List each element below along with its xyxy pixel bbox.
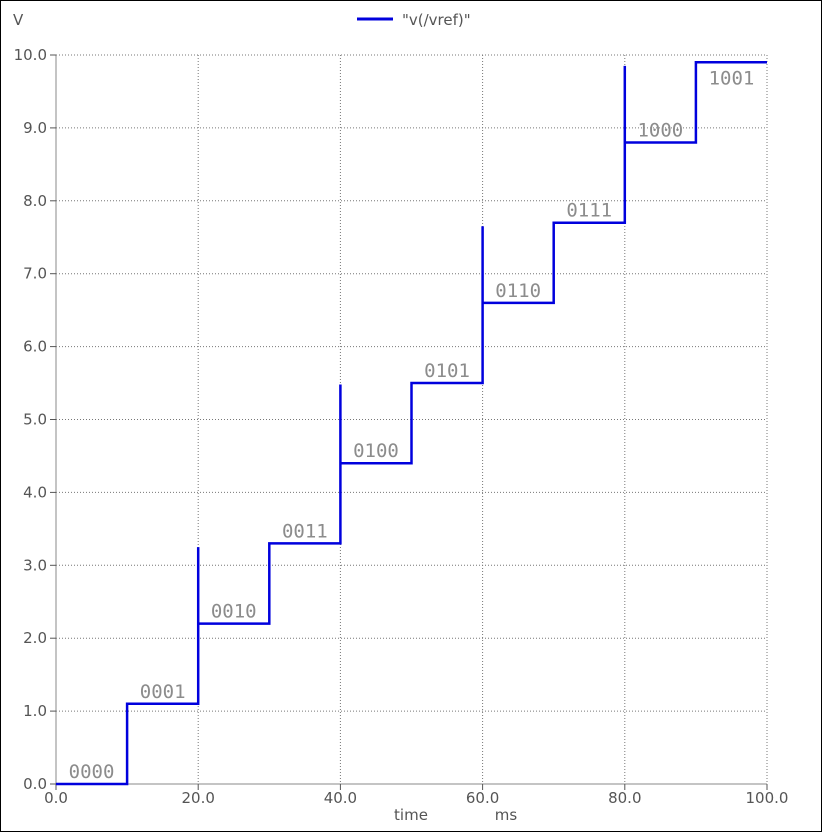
- step-code-label: 1000: [637, 119, 683, 141]
- x-tick-label: 60.0: [466, 789, 499, 807]
- y-tick-label: 1.0: [23, 702, 47, 720]
- annotations: 0000 0001 0010 0011 0100 0101 0110 0111 1000 1001: [69, 67, 755, 783]
- x-tick-label: 0.0: [44, 789, 68, 807]
- legend[interactable]: "v(/vref)": [357, 11, 471, 29]
- x-axis-unit: ms: [495, 806, 518, 824]
- step-code-label: 0001: [140, 681, 186, 703]
- step-code-label: 0110: [495, 280, 541, 302]
- axes: 0.0 1.0 2.0 3.0 4.0 5.0 6.0 7.0 8.0 9.0 10.0 0.0 20.…: [14, 46, 789, 807]
- y-tick-label: 10.0: [14, 46, 47, 64]
- x-tick-label: 20.0: [181, 789, 214, 807]
- y-tick-label: 7.0: [23, 265, 47, 283]
- y-tick-label: 6.0: [23, 338, 47, 356]
- x-tick-label: 100.0: [746, 789, 789, 807]
- step-code-label: 0111: [566, 200, 612, 222]
- x-tick-label: 80.0: [608, 789, 641, 807]
- y-tick-label: 9.0: [23, 119, 47, 137]
- step-code-label: 0000: [69, 761, 115, 783]
- series-layer: [56, 61, 767, 786]
- step-code-label: 0100: [353, 440, 399, 462]
- x-axis-label: time: [394, 806, 428, 824]
- x-tick-label: 40.0: [324, 789, 357, 807]
- y-tick-label: 2.0: [23, 629, 47, 647]
- series-line-vref[interactable]: [56, 61, 767, 786]
- step-code-label: 0101: [424, 360, 470, 382]
- y-tick-label: 3.0: [23, 556, 47, 574]
- y-axis-label: V: [13, 11, 24, 29]
- y-tick-label: 8.0: [23, 192, 47, 210]
- y-tick-label: 5.0: [23, 411, 47, 429]
- step-code-label: 1001: [709, 67, 755, 89]
- legend-label: "v(/vref)": [402, 11, 471, 29]
- step-code-label: 0011: [282, 520, 328, 542]
- step-code-label: 0010: [211, 601, 257, 623]
- y-tick-label: 4.0: [23, 483, 47, 501]
- y-tick-label: 0.0: [23, 775, 47, 793]
